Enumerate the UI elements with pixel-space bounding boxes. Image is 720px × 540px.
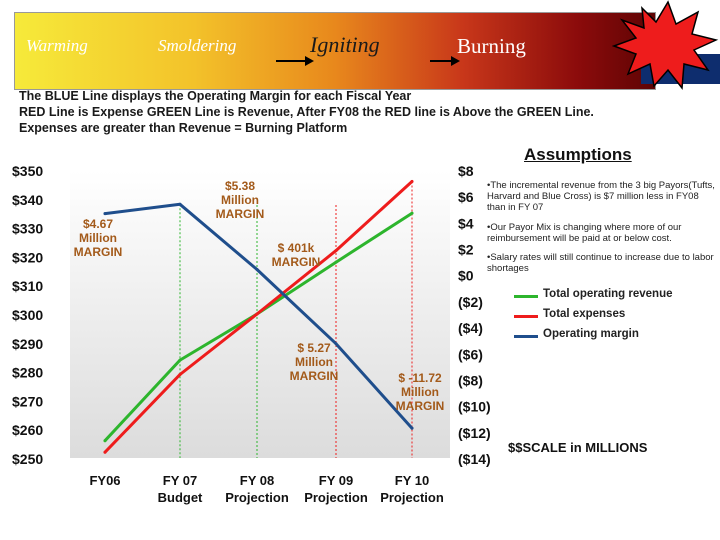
margin-annotation: MARGIN — [216, 207, 265, 221]
margin-annotation: $5.38 — [225, 179, 255, 193]
margin-annotation: MARGIN — [290, 369, 339, 383]
left-tick-label: $350 — [12, 163, 43, 179]
description-line-3: Expenses are greater than Revenue = Burn… — [19, 121, 348, 135]
series-point — [103, 450, 107, 454]
right-tick-label: ($2) — [458, 294, 483, 310]
right-tick-label: ($10) — [458, 399, 491, 415]
right-tick-label: $6 — [458, 189, 474, 205]
assumptions-title: Assumptions — [524, 145, 632, 164]
margin-annotation: Million — [401, 385, 439, 399]
margin-annotation: MARGIN — [272, 255, 321, 269]
series-point — [255, 312, 259, 316]
stage-igniting-label: Igniting — [310, 32, 380, 57]
series-point — [410, 180, 414, 184]
x-tick-sublabel: Budget — [158, 490, 203, 505]
series-point — [410, 211, 414, 215]
legend-label-expenses: Total expenses — [543, 308, 626, 320]
margin-annotation: Million — [295, 355, 333, 369]
margin-annotation: Million — [79, 231, 117, 245]
margin-annotation: $ -11.72 — [398, 371, 442, 385]
right-tick-label: ($12) — [458, 425, 491, 441]
left-tick-label: $250 — [12, 451, 43, 467]
right-tick-label: ($6) — [458, 346, 483, 362]
igniting-arrow-icon — [276, 56, 314, 66]
right-tick-label: $8 — [458, 163, 474, 179]
legend-swatch-margin — [514, 335, 538, 338]
series-point — [178, 202, 182, 206]
series-point — [334, 249, 338, 253]
series-point — [410, 426, 414, 430]
x-tick-sublabel: Projection — [304, 490, 368, 505]
left-tick-label: $310 — [12, 278, 43, 294]
stage-warming-label: Warming — [26, 36, 88, 55]
left-tick-label: $260 — [12, 422, 43, 438]
x-tick-label: FY 10 — [395, 473, 429, 488]
series-point — [103, 212, 107, 216]
x-tick-sublabel: Projection — [225, 490, 289, 505]
series-point — [334, 342, 338, 346]
x-tick-label: FY06 — [89, 473, 120, 488]
legend-swatch-revenue — [514, 295, 538, 298]
right-tick-label: $4 — [458, 215, 474, 231]
description-line-1: The BLUE Line displays the Operating Mar… — [19, 89, 412, 103]
explosion-burst-icon — [612, 0, 719, 90]
left-tick-label: $280 — [12, 365, 43, 381]
x-tick-sublabel: Projection — [380, 490, 444, 505]
margin-annotation: $ 5.27 — [297, 341, 331, 355]
left-tick-label: $320 — [12, 249, 43, 265]
scale-note: $$SCALE in MILLIONS — [508, 440, 648, 455]
description-line-2: RED Line is Expense GREEN Line is Revenu… — [19, 105, 594, 119]
x-tick-label: FY 08 — [240, 473, 274, 488]
margin-annotation: $4.67 — [83, 217, 113, 231]
right-tick-label: $2 — [458, 242, 474, 258]
right-tick-label: $0 — [458, 268, 474, 284]
x-tick-label: FY 07 — [163, 473, 197, 488]
burning-arrow-icon — [430, 56, 460, 66]
assumption-bullet-1: •The incremental revenue from the 3 big … — [487, 180, 715, 213]
series-point — [178, 358, 182, 362]
margin-annotation: $ 401k — [278, 241, 315, 255]
legend-label-revenue: Total operating revenue — [543, 288, 673, 300]
series-point — [103, 439, 107, 443]
left-tick-label: $300 — [12, 307, 43, 323]
legend-label-margin: Operating margin — [543, 328, 639, 340]
stage-smoldering-label: Smoldering — [158, 36, 237, 55]
left-tick-label: $330 — [12, 221, 43, 237]
stage-banner — [14, 12, 656, 90]
stage-burning-label: Burning — [457, 34, 526, 58]
margin-annotation: Million — [221, 193, 259, 207]
margin-annotation: MARGIN — [74, 245, 123, 259]
legend-swatch-expenses — [514, 315, 538, 318]
series-point — [334, 260, 338, 264]
right-tick-label: ($14) — [458, 451, 491, 467]
series-point — [178, 372, 182, 376]
right-tick-label: ($4) — [458, 320, 483, 336]
left-tick-label: $270 — [12, 393, 43, 409]
right-tick-label: ($8) — [458, 372, 483, 388]
left-tick-label: $290 — [12, 336, 43, 352]
x-tick-label: FY 09 — [319, 473, 353, 488]
series-point — [255, 267, 259, 271]
chart-description: The BLUE Line displays the Operating Mar… — [19, 88, 594, 136]
assumption-bullet-2: •Our Payor Mix is changing where more of… — [487, 222, 682, 244]
margin-annotation: MARGIN — [396, 399, 445, 413]
assumption-bullet-3: •Salary rates will still continue to inc… — [487, 252, 714, 274]
left-tick-label: $340 — [12, 192, 43, 208]
